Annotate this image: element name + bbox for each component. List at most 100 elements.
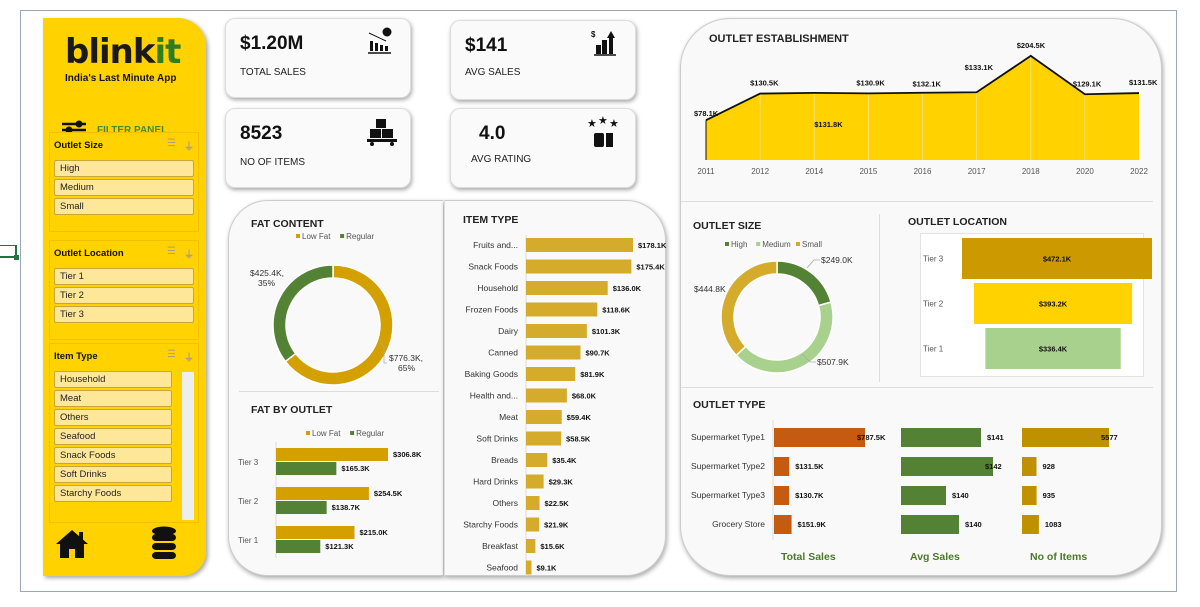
data-label: $507.9K (817, 357, 849, 367)
multi-select-icon[interactable]: ☰ (167, 349, 176, 360)
category-label: Seafood (486, 563, 518, 573)
bar (526, 517, 540, 532)
bar-low-fat (276, 487, 369, 500)
data-label: $130.9K (856, 78, 885, 87)
kpi-value: 8523 (240, 123, 283, 144)
database-icon[interactable] (151, 526, 177, 560)
slicer-title: Item Type (54, 351, 98, 362)
selected-cell[interactable] (0, 245, 19, 260)
data-label: 928 (1042, 462, 1055, 471)
bar-avg-sales (901, 515, 959, 534)
slicer-item-tier-1[interactable]: Tier 1 (54, 268, 194, 285)
funnel-bar (985, 328, 1121, 369)
category-label: Fruits and... (473, 240, 518, 250)
slicer-item-tier-3[interactable]: Tier 3 (54, 306, 194, 323)
data-label: $81.9K (580, 370, 605, 379)
bar (526, 281, 608, 295)
kpi-value: 4.0 (479, 123, 506, 144)
bar (526, 302, 598, 317)
data-label: $129.1K (1073, 79, 1102, 88)
category-label: Soft Drinks (476, 434, 518, 444)
data-label: 5577 (1101, 433, 1118, 442)
bar (526, 259, 632, 274)
rating-thumbs-icon: ★ ★ ★ (587, 115, 619, 147)
category-label: Tier 2 (238, 497, 259, 506)
item-type-chart: Fruits and... $178.1K Snack Foods $175.4K Ho… (463, 235, 667, 576)
slicer-item-others[interactable]: Others (54, 409, 172, 426)
data-label: $140 (952, 491, 969, 500)
data-label: $21.9K (544, 521, 569, 530)
data-label: $776.3K, (389, 353, 423, 363)
bar-total-sales (774, 428, 865, 447)
legend-swatch (350, 431, 355, 435)
x-tick-label: 2011 (697, 167, 715, 176)
slicer-item-small[interactable]: Small (54, 198, 194, 215)
data-label: $138.7K (332, 503, 361, 512)
slicer-item-meat[interactable]: Meat (54, 390, 172, 407)
data-label: $254.5K (374, 489, 403, 498)
slicer-item-household[interactable]: Household (54, 371, 172, 388)
data-label: $142 (985, 462, 1002, 471)
clear-filter-icon[interactable]: ⏚ (184, 142, 194, 153)
bar-avg-sales (901, 486, 946, 505)
bar (526, 496, 540, 510)
category-label: Grocery Store (712, 519, 765, 529)
slicer-item-starchy-foods[interactable]: Starchy Foods (54, 485, 172, 502)
slicer-item-medium[interactable]: Medium (54, 179, 194, 196)
data-label: $306.8K (393, 450, 422, 459)
kpi-avg-rating: 4.0 AVG RATING ★ ★ ★ (450, 108, 636, 188)
slicer-item-soft-drinks[interactable]: Soft Drinks (54, 466, 172, 483)
svg-text:$: $ (591, 30, 596, 39)
data-label: $15.6K (540, 542, 565, 551)
category-label: Tier 2 (923, 300, 944, 309)
legend-swatch (756, 242, 761, 246)
slicer-title: Outlet Size (54, 140, 104, 151)
bar (526, 388, 567, 403)
legend-swatch (306, 431, 310, 435)
clear-filter-icon[interactable]: ⏚ (184, 250, 194, 261)
clear-filter-icon[interactable]: ⏚ (184, 353, 194, 364)
slicer-item-tier-2[interactable]: Tier 2 (54, 287, 194, 304)
data-label: $101.3K (592, 327, 621, 336)
category-label: Baking Goods (465, 369, 518, 379)
category-label: Tier 3 (923, 255, 944, 264)
category-label: Starchy Foods (463, 520, 518, 530)
data-label: $59.4K (567, 413, 592, 422)
logo-accent: it (154, 32, 181, 72)
data-label: $35.4K (552, 456, 577, 465)
legend-label: High (731, 240, 747, 249)
outlet-size-chart: High Medium Small $249.0K $507.9K $444.8K (694, 240, 853, 374)
data-label: $78.1K (694, 109, 719, 118)
svg-text:★: ★ (609, 118, 619, 130)
slicer-item-seafood[interactable]: Seafood (54, 428, 172, 445)
bar (526, 324, 587, 338)
slicer-item-snack-foods[interactable]: Snack Foods (54, 447, 172, 464)
leader-line (801, 353, 816, 363)
data-label: 1083 (1045, 520, 1062, 529)
data-label: $130.5K (750, 79, 779, 88)
data-label: $22.5K (545, 499, 570, 508)
slicer-scrollbar[interactable] (182, 372, 194, 520)
outlet-size-title: OUTLET SIZE (693, 220, 762, 232)
bar-low-fat (276, 526, 355, 539)
data-label: $393.2K (1039, 300, 1068, 309)
leader-line (806, 259, 820, 269)
bar-total-sales (774, 486, 790, 505)
bar-avg-sales (901, 428, 981, 447)
kpi-label: AVG RATING (471, 154, 532, 165)
home-icon[interactable] (55, 528, 89, 560)
category-label: Dairy (498, 326, 519, 336)
kpi-avg-sales: $141 AVG SALES $ (450, 20, 636, 100)
bar-total-sales (774, 515, 792, 534)
data-label: $9.1K (536, 564, 557, 573)
legend-label: Small (802, 240, 822, 249)
slicer-item-high[interactable]: High (54, 160, 194, 177)
outlet-establishment-title: OUTLET ESTABLISHMENT (709, 33, 849, 45)
data-label: $178.1K (638, 241, 667, 250)
slice-high (776, 260, 832, 307)
multi-select-icon[interactable]: ☰ (167, 138, 176, 149)
data-label: $472.1K (1043, 255, 1072, 264)
data-label: 935 (1043, 491, 1056, 500)
bar-regular (276, 501, 327, 514)
multi-select-icon[interactable]: ☰ (167, 246, 176, 257)
